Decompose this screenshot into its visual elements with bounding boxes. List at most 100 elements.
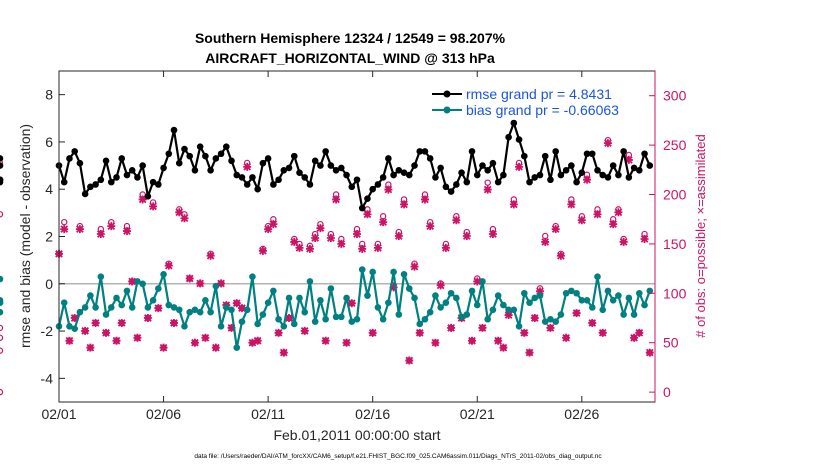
- obs-assimilated-point: [300, 326, 309, 335]
- y2-tick-label: 100: [663, 285, 687, 301]
- rmse-point: [358, 204, 366, 212]
- bias-point: [123, 287, 131, 295]
- bias-point: [338, 313, 345, 321]
- obs-assimilated-point: [353, 230, 361, 239]
- bias-point: [379, 315, 387, 323]
- y2-axis-label: # of obs: o=possible; ×=assimilated: [693, 134, 708, 337]
- bias-point: [317, 297, 324, 304]
- obs-assimilated-point: [619, 237, 628, 246]
- obs-assimilated-point: [232, 299, 241, 308]
- bias-point: [249, 273, 256, 280]
- bias-point: [505, 306, 512, 314]
- rmse-point: [594, 167, 601, 174]
- rmse-point: [338, 164, 345, 172]
- obs-assimilated-point: [583, 175, 592, 184]
- rmse-point: [573, 178, 580, 186]
- obs-assimilated-point: [452, 216, 461, 225]
- rmse-point: [149, 178, 157, 186]
- rmse-point: [285, 164, 293, 172]
- rmse-point: [66, 155, 73, 162]
- bias-point: [202, 297, 209, 304]
- rmse-point: [102, 157, 110, 165]
- bias-point: [636, 289, 643, 297]
- rmse-point: [123, 171, 131, 179]
- rmse-point: [588, 150, 596, 158]
- bias-point: [92, 304, 99, 311]
- bias-point: [296, 294, 303, 302]
- bias-point: [573, 289, 580, 297]
- bias-point: [301, 308, 309, 316]
- bias-point: [484, 315, 492, 323]
- obs-assimilated-point: [431, 338, 440, 347]
- obs-assimilated-point: [447, 323, 456, 332]
- obs-assimilated-point: [253, 336, 262, 345]
- obs-assimilated-point: [614, 208, 623, 217]
- rmse-point: [562, 167, 570, 174]
- rmse-point: [348, 183, 356, 191]
- rmse-point: [520, 152, 528, 160]
- obs-assimilated-point: [316, 224, 325, 233]
- rmse-point: [259, 159, 267, 167]
- rmse-point: [489, 159, 497, 167]
- obs-assimilated-point: [551, 225, 560, 234]
- bias-point: [447, 289, 455, 297]
- obs-assimilated-point: [478, 323, 487, 332]
- bias-point: [107, 304, 115, 311]
- bias-point: [421, 315, 429, 323]
- legend-label-rmse: rmse grand pr = 4.8431: [466, 86, 612, 102]
- obs-assimilated-point: [410, 262, 419, 271]
- rmse-point: [238, 174, 246, 181]
- rmse-point: [76, 159, 84, 167]
- bias-point: [578, 297, 586, 304]
- rmse-point: [0, 162, 4, 169]
- obs-assimilated-point: [630, 333, 639, 342]
- rmse-point: [615, 171, 622, 179]
- y2-tick-label: 250: [663, 137, 687, 153]
- rmse-point: [249, 174, 256, 181]
- rmse-point: [500, 171, 507, 179]
- obs-assimilated-point: [462, 232, 471, 241]
- bias-point: [343, 294, 350, 302]
- obs-assimilated-point: [91, 318, 100, 327]
- bias-point: [442, 299, 450, 307]
- obs-possible-point: [484, 179, 491, 186]
- bias-point: [489, 306, 497, 314]
- bias-point: [102, 311, 110, 318]
- obs-assimilated-point: [337, 239, 346, 248]
- obs-assimilated-point: [342, 338, 351, 347]
- y-tick-label: -4: [41, 370, 54, 386]
- rmse-point: [155, 181, 162, 188]
- bias-point: [364, 292, 371, 299]
- bias-point: [270, 287, 277, 295]
- obs-assimilated-point: [170, 318, 179, 327]
- rmse-point: [280, 167, 288, 174]
- obs-assimilated-point: [138, 195, 147, 204]
- obs-assimilated-point: [149, 202, 158, 211]
- rmse-point: [494, 178, 502, 186]
- bias-point: [254, 320, 261, 328]
- bias-point: [520, 289, 528, 297]
- bias-point: [196, 308, 204, 316]
- bias-point: [212, 282, 220, 290]
- rmse-point: [296, 169, 303, 176]
- obs-possible-point: [0, 347, 4, 354]
- rmse-point: [385, 155, 392, 162]
- obs-assimilated-point: [468, 336, 477, 345]
- bias-point: [311, 318, 319, 325]
- obs-assimilated-point: [133, 333, 142, 342]
- obs-assimilated-point: [65, 336, 74, 345]
- bias-point: [458, 313, 465, 321]
- bias-point: [515, 323, 523, 330]
- obs-assimilated-point: [373, 243, 382, 252]
- bias-point: [233, 344, 241, 351]
- bias-point: [473, 301, 481, 309]
- obs-assimilated-point: [211, 343, 220, 352]
- x-tick-label: 02/06: [146, 406, 181, 422]
- obs-assimilated-point: [332, 195, 341, 204]
- obs-assimilated-point: [624, 155, 633, 164]
- obs-assimilated-point: [201, 333, 210, 342]
- rmse-point: [60, 178, 68, 186]
- bias-point: [139, 280, 146, 288]
- bias-point: [358, 266, 366, 273]
- bias-point: [60, 299, 68, 307]
